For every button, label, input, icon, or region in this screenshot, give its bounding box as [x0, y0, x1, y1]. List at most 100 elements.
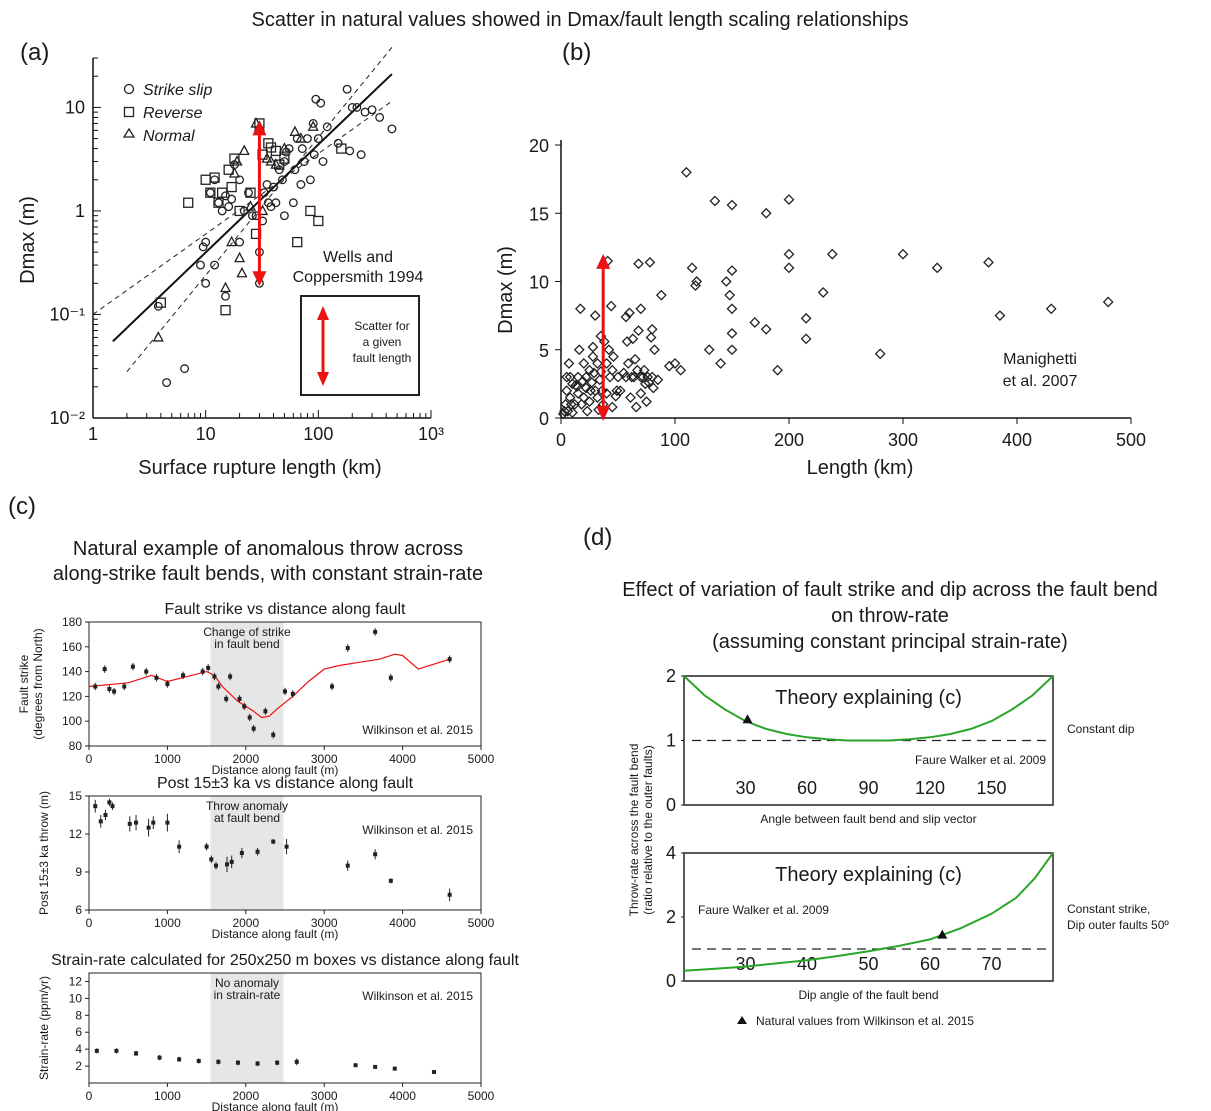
b-point: [817, 287, 829, 298]
c-point: [107, 686, 112, 691]
a-point-strike-slip: [352, 102, 362, 112]
a-point-strike-slip: [235, 175, 245, 185]
a-point-reverse: [245, 187, 256, 198]
d-side-label: Constant dip: [1067, 722, 1135, 736]
a-point-strike-slip: [375, 112, 385, 122]
b-point: [559, 405, 570, 417]
b-point: [641, 396, 652, 408]
c-point: [263, 709, 268, 714]
a-point-normal: [289, 125, 301, 137]
b-point: [608, 351, 619, 362]
c-point: [102, 667, 107, 672]
c-point: [239, 851, 244, 855]
d-x-tick-label: 50: [858, 954, 878, 974]
d-x-axis-label: Angle between fault bend and slip vector: [760, 812, 976, 826]
d-annotation: Faure Walker et al. 2009: [698, 903, 829, 917]
a-point-normal: [152, 331, 164, 342]
b-point: [760, 207, 772, 219]
c-point: [251, 726, 256, 731]
a-x-tick-label: 10: [196, 424, 216, 444]
b-point: [649, 344, 660, 356]
c-point: [283, 689, 287, 694]
c-point: [112, 689, 117, 694]
b-point: [800, 333, 812, 345]
b-point: [622, 357, 634, 369]
b-point: [629, 353, 641, 365]
c-annotation: Wilkinson et al. 2015: [362, 989, 473, 1003]
b-point: [571, 381, 583, 393]
c-x-tick-label: 4000: [389, 1089, 416, 1103]
b-point: [646, 323, 658, 335]
c-x-tick-label: 1000: [154, 916, 181, 930]
b-point: [566, 407, 578, 418]
b-point: [604, 371, 616, 383]
a-point-strike-slip: [201, 237, 211, 247]
b-point: [639, 378, 651, 390]
d-natural-value-marker: [937, 929, 948, 939]
c-y-tick-label: 4: [75, 1042, 82, 1056]
c-point: [177, 844, 182, 849]
a-point-strike-slip: [367, 105, 377, 115]
c-point: [290, 691, 295, 696]
a-point-normal: [219, 281, 232, 293]
scatter-box: [300, 295, 420, 396]
a-point-reverse: [220, 305, 231, 316]
b-point: [633, 258, 644, 270]
a-y-tick-label: 1: [75, 201, 85, 221]
c-y-tick-label: 6: [75, 1025, 82, 1039]
b-y-tick-label: 20: [529, 136, 549, 156]
a-point-strike-slip: [347, 102, 357, 112]
panel-d-ylabel-line1: Throw-rate across the fault bend: [627, 744, 641, 917]
b-x-tick-label: 0: [556, 430, 566, 450]
c-point: [447, 657, 452, 662]
c-point: [235, 1060, 240, 1065]
c-point: [165, 820, 170, 825]
a-point-normal: [231, 155, 243, 166]
panel-label-b: (b): [562, 39, 591, 66]
panel-label-d: (d): [583, 524, 612, 551]
b-point: [652, 374, 664, 386]
d-side-label: Dip outer faults 50º: [1067, 918, 1169, 932]
b-point: [772, 364, 784, 376]
panel-d-title-line1: Effect of variation of fault strike and …: [622, 579, 1158, 601]
b-point: [633, 325, 644, 337]
c-y-axis-label: Fault strike: [17, 654, 31, 713]
c-point: [330, 684, 335, 689]
d-y-tick-label: 0: [666, 971, 676, 991]
c-point: [284, 844, 289, 849]
a-point-strike-slip: [296, 180, 306, 189]
d-x-tick-label: 60: [797, 778, 817, 798]
b-point: [669, 357, 681, 369]
a-point-normal: [234, 251, 246, 263]
d-theory-curve: [683, 852, 1054, 972]
c-y-tick-label: 100: [62, 714, 82, 728]
b-point: [994, 310, 1006, 322]
d-inner-title: Theory explaining (c): [775, 687, 962, 709]
c-point: [224, 862, 229, 867]
b-point: [783, 194, 795, 206]
legend-triangle-marker: [122, 127, 136, 138]
c-y-tick-label: 120: [62, 689, 82, 703]
a-point-strike-slip: [205, 188, 215, 198]
a-point-strike-slip: [247, 211, 257, 221]
c-point: [373, 852, 378, 857]
c-point: [388, 675, 393, 680]
b-point: [581, 405, 593, 417]
a-point-strike-slip: [299, 157, 309, 166]
a-point-strike-slip: [308, 118, 318, 128]
b-point: [611, 385, 623, 397]
a-point-reverse: [200, 174, 211, 185]
a-point-strike-slip: [235, 237, 245, 247]
a-point-strike-slip: [214, 198, 223, 208]
b-point: [589, 310, 601, 322]
b-point: [630, 401, 642, 413]
d-y-tick-label: 4: [666, 843, 676, 863]
c-x-tick-label: 5000: [468, 916, 495, 930]
c-point: [373, 629, 378, 634]
panel-a-plot: 1 10 100 10³ 10⁻² 10⁻¹ 1 10: [49, 47, 444, 444]
panel-b-xlabel: Length (km): [807, 457, 914, 479]
b-point: [646, 371, 658, 383]
c-point: [271, 839, 276, 844]
b-point: [726, 303, 738, 315]
c-point: [94, 1048, 99, 1053]
